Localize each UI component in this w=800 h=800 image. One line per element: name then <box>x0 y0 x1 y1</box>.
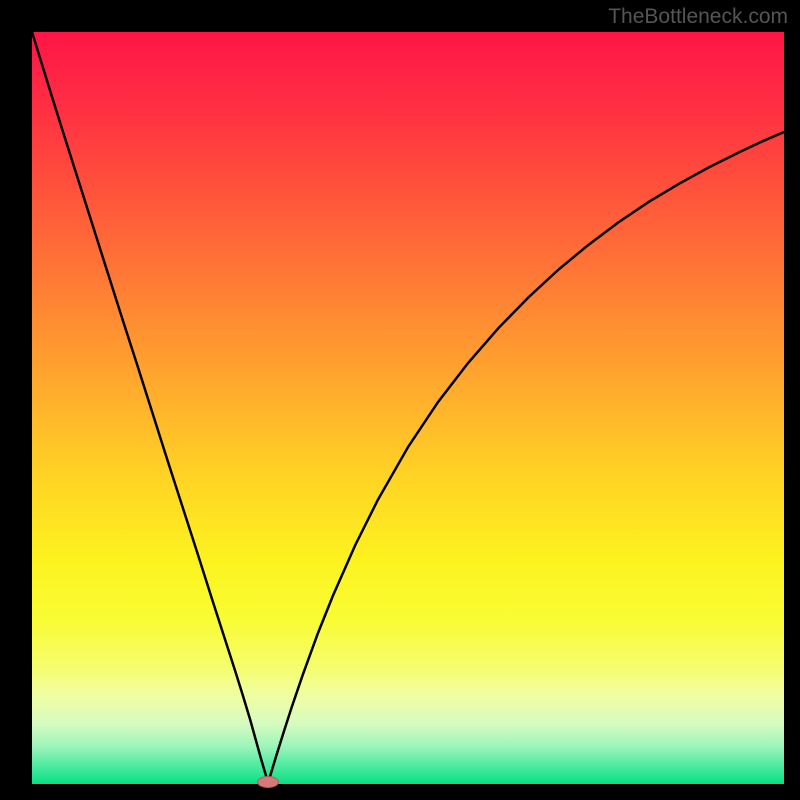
bottleneck-chart <box>32 32 784 784</box>
optimal-point-marker <box>257 776 279 788</box>
watermark-text: TheBottleneck.com <box>608 5 788 29</box>
bottleneck-curve <box>32 32 784 784</box>
